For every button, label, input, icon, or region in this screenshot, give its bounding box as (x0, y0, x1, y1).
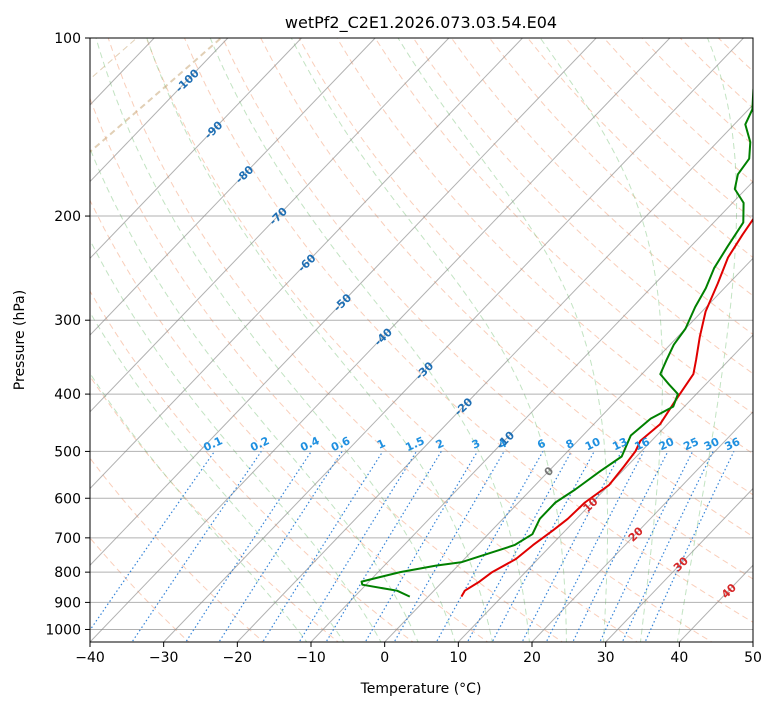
y-tick-label: 900 (54, 595, 81, 611)
x-tick-label: −40 (75, 650, 105, 666)
temperature-profile-line (460, 217, 753, 598)
mixing-ratio-line (599, 451, 694, 642)
plot-frame (89, 37, 754, 643)
dry-adiabat (145, 38, 713, 642)
isotherm-line (90, 38, 302, 260)
y-tick-label: 1000 (45, 622, 81, 638)
x-tick-label: 0 (380, 650, 389, 666)
y-tick-label: 400 (54, 387, 81, 403)
y-tick-label: 300 (54, 313, 81, 329)
mixing-ratio-line (90, 451, 215, 632)
x-tick-label: 20 (523, 650, 541, 666)
dewpoint-profile-line (360, 87, 753, 598)
background-lines (90, 38, 753, 642)
y-tick-label: 700 (54, 531, 81, 547)
dry-adiabat (260, 38, 753, 538)
y-tick-label: 800 (54, 565, 81, 581)
x-tick-label: 10 (449, 650, 467, 666)
mixing-ratio-line (521, 451, 623, 642)
mixing-ratio-label: 25 (681, 435, 700, 453)
mixing-ratio-line (545, 451, 645, 642)
isotherm-line (90, 38, 450, 413)
isotherm-line (90, 38, 597, 566)
mixing-ratio-line (262, 451, 384, 642)
y-axis-label: Pressure (hPa) (12, 290, 28, 390)
mixing-ratio-label: 20 (657, 435, 677, 453)
dry-adiabat (107, 38, 638, 642)
y-tick-label: 100 (54, 31, 81, 47)
isotherm-line (384, 257, 753, 642)
x-axis-label: Temperature (°C) (360, 681, 482, 697)
moist-adiabat (90, 147, 419, 642)
y-tick-label: 500 (54, 444, 81, 460)
isotherm-line (163, 38, 744, 642)
isotherm-line (90, 38, 376, 336)
moist-adiabat (90, 239, 382, 642)
mixing-ratio-label: 13 (610, 435, 629, 453)
mixing-ratio-line (491, 451, 595, 642)
mixing-ratio-line (466, 451, 573, 642)
x-tick-label: −30 (149, 650, 179, 666)
isotherm-line (90, 38, 671, 642)
isotherm-line (90, 38, 229, 183)
mixing-ratio-line (298, 451, 418, 642)
y-tick-label: 200 (54, 209, 81, 225)
x-tick-label: −10 (296, 650, 326, 666)
x-tick-label: 30 (597, 650, 615, 666)
mixing-ratio-label: 30 (702, 435, 722, 453)
isotherm-line (531, 411, 753, 642)
mixing-ratio-line (131, 451, 262, 642)
dry-adiabat (336, 38, 753, 455)
mixing-ratio-label: 36 (723, 435, 743, 453)
mixing-ratio-line (185, 451, 312, 642)
mixing-ratio-line (218, 451, 343, 642)
y-tick-label: 600 (54, 491, 81, 507)
mixing-ratio-line (364, 451, 479, 642)
chart-title: wetPf2_C2E1.2026.073.03.54.E04 (285, 13, 557, 33)
x-tick-label: 50 (744, 650, 762, 666)
mixing-ratio-label: 16 (633, 435, 653, 453)
mixing-ratio-label: 10 (583, 435, 603, 453)
isotherm-line (236, 104, 753, 642)
dry-adiabat (90, 290, 414, 642)
x-tick-label: 40 (670, 650, 688, 666)
isotherm-line (310, 180, 753, 642)
dry-adiabat (298, 38, 753, 496)
mixing-ratio-line (621, 451, 714, 642)
dry-adiabat (222, 38, 753, 580)
axes: −40 −30 −20 −10 0 10 20 30 40 50 100 200 300 400 500 60… (45, 31, 762, 666)
isotherm-line (605, 487, 753, 642)
isotherm-line (90, 38, 523, 490)
isotherm-line (457, 334, 753, 642)
dry-adiabat (374, 38, 753, 414)
mixing-ratio-line (644, 451, 735, 642)
dry-adiabat (412, 38, 753, 375)
data-series (360, 87, 753, 598)
x-tick-label: −20 (223, 650, 253, 666)
